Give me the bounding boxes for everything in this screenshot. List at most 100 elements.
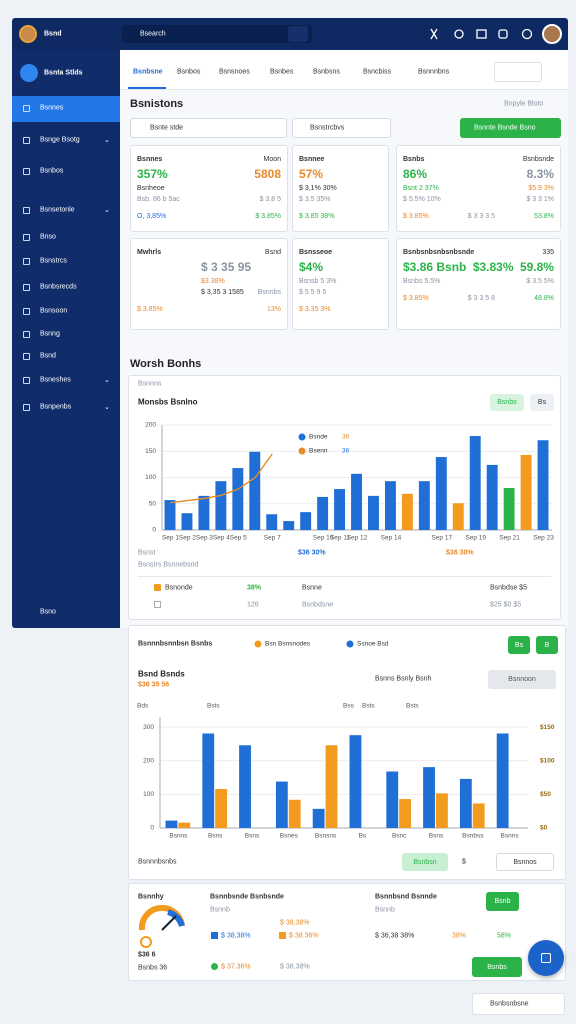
icon[interactable] [521,28,533,40]
bar [386,771,399,828]
nav-item[interactable]: Bsnsoon [40,307,68,315]
kpi-value: Bsnbs 5.5% [403,278,441,285]
tab-search[interactable] [494,62,542,82]
kpi-value: 53.8% [534,213,554,220]
nav-item[interactable]: Bsnbos [40,167,64,175]
active-item[interactable] [12,96,120,122]
icon[interactable] [430,28,438,40]
summary-title: Bsnnbsnde Bsnbsnde [210,893,284,901]
fab[interactable] [528,940,564,976]
button[interactable]: Bsnb [486,892,519,911]
button[interactable]: B [536,636,558,654]
nav-item[interactable]: Bsnnes [40,104,64,112]
tab[interactable]: Bsncbiss [363,68,392,76]
summary-text: Bsnonde [165,584,193,592]
x-tick-label: Bsnns [501,833,520,840]
legend-label: Bsn Bsnsnodes [265,641,311,648]
section-title: Worsh Bonhs [130,358,202,370]
bar [486,464,498,530]
tab[interactable]: Bsnnnbns [418,68,450,76]
button[interactable]: Bsnbs [490,394,524,411]
primary-button[interactable] [460,118,561,138]
note: $36 30% [446,549,474,557]
summary-sub: Bsnbs 36 [138,964,168,972]
legend-marker [254,640,262,648]
panel-text: Bsnns Bsnly Bsnh [375,675,432,683]
kpi-value: $ 5 5 9 5 [299,289,327,296]
kpi-value: $ 3.85% [137,306,163,313]
bar [164,500,176,530]
swatch [211,963,218,970]
pill-label[interactable]: Bsnbsnbsne [490,1000,529,1008]
kpi-tag: Bsnbsnde [522,156,554,163]
kpi-row: Bsnheoe [131,185,287,192]
control[interactable]: $ [462,858,466,866]
bar [202,733,215,828]
kpi-row: 57% [293,167,388,181]
kpi-value: 59.8% [519,260,554,274]
avatar[interactable] [19,25,37,43]
nav-item[interactable]: Bsnstrcs [40,257,67,265]
sidebar [12,50,120,628]
x-tick-label: Sep 11 [330,535,351,542]
button[interactable]: Bs [508,636,530,654]
bar [435,457,447,530]
nav-item[interactable]: Bsnsetonle [40,206,75,214]
tab[interactable]: Bsnbos [177,68,201,76]
bar [401,493,413,530]
page-title: Bsnistons [130,98,184,110]
kpi-card: Bsnnee 57% $ 3,1% 30% $ 3.5 35% $ 3.85 38% [292,145,389,232]
button[interactable]: Bsnbs [472,957,522,977]
nav-item[interactable]: Bsneshes [40,376,71,384]
user-avatar[interactable] [542,24,562,44]
dropdown[interactable]: Bsnnoon [488,670,556,689]
summary-value: $ 38,38% [280,963,310,971]
summary-text: $25 $0 $5 [490,601,522,609]
chevron: ⌄ [104,137,110,144]
tab[interactable]: Bsnbsns [313,68,340,76]
nav-item[interactable]: Bsnge Bsotg [40,136,80,144]
tab[interactable]: Bsnsnoes [219,68,250,76]
icon[interactable] [476,29,487,39]
link[interactable]: Bnpyle Bloto [504,100,544,108]
button-label: B [544,641,550,649]
nav-item[interactable]: Bsnpenbs [40,403,72,411]
bar [283,521,295,530]
annotation: Bsts [406,703,419,710]
fab-icon [541,953,551,963]
swatch [279,932,286,939]
button[interactable]: Bs [530,394,554,411]
kpi-value: Bsb. 86 b 5ac [137,196,180,203]
filter-select[interactable] [292,118,391,138]
nav-item[interactable]: Bsnd [40,352,56,360]
dropdown[interactable]: Bsnnos [496,853,554,871]
icon[interactable] [498,29,508,39]
kpi-title: Bsnbsnbsnbsnbsnde [403,249,475,256]
tab[interactable]: Bsnbes [270,68,294,76]
kpi-tag: Moon [263,156,281,163]
bar [300,512,312,530]
nav-item[interactable]: Bsnbsrecds [40,283,77,291]
kpi-value: $3.83% [472,260,514,274]
tab-bar [120,50,568,90]
bar [317,496,329,530]
icon[interactable] [454,29,464,39]
bar [198,495,210,530]
search-button[interactable] [288,26,308,42]
summary-value: $ 38,38% [221,932,251,940]
button[interactable]: Bsnbsn [402,853,448,871]
search-field[interactable] [130,118,287,138]
kpi-card: Bsnnes Moon 357% 5808 Bsnheoe Bsb. 86 b 5ac $ … [130,145,288,232]
kpi-value: 8.3% [526,167,554,181]
nav-icon [23,105,30,112]
legend-marker [298,447,306,455]
bar [325,745,338,828]
footer-pill[interactable] [472,993,565,1015]
nav-item[interactable]: Bnso [40,233,56,241]
search-placeholder[interactable]: Bsearch [140,30,166,38]
tab[interactable]: Bsnbsne [133,68,163,76]
nav-item[interactable]: Bsnng [40,330,60,338]
nav-item[interactable]: Bsno [40,608,56,616]
search-box[interactable] [122,25,312,43]
